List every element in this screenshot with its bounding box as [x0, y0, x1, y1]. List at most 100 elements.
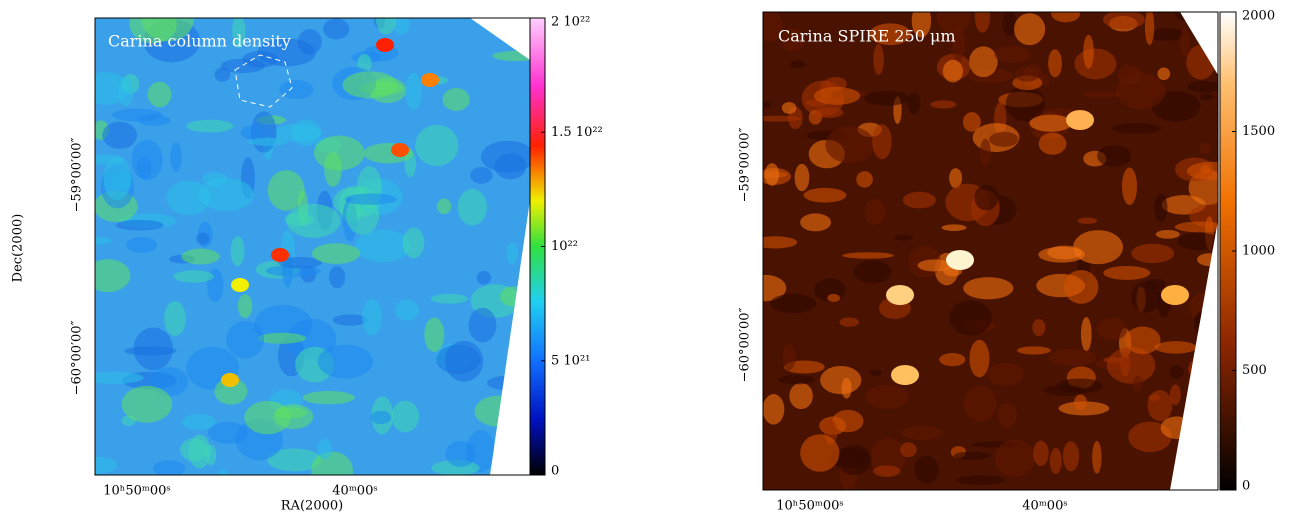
texture	[1097, 318, 1127, 340]
texture	[1131, 244, 1174, 263]
texture	[405, 73, 422, 110]
texture	[1161, 416, 1193, 439]
texture	[1125, 327, 1161, 355]
texture	[481, 141, 535, 173]
texture	[1120, 350, 1130, 376]
texture	[1051, 5, 1080, 23]
texture	[854, 260, 892, 283]
texture	[508, 462, 531, 472]
texture	[800, 434, 839, 472]
texture	[303, 391, 355, 404]
texture	[865, 385, 909, 409]
texture	[946, 250, 974, 270]
texture	[238, 294, 253, 318]
texture	[814, 87, 860, 105]
texture	[827, 294, 840, 302]
texture	[271, 248, 289, 262]
texture	[900, 442, 917, 457]
texture	[431, 294, 468, 304]
texture	[395, 300, 418, 321]
texture	[1074, 395, 1087, 411]
colorbar-tick-label: 10²²	[551, 239, 578, 254]
texture	[778, 375, 815, 384]
texture	[914, 456, 938, 484]
colorbar-tick-label: 0	[1242, 479, 1250, 494]
texture	[1064, 270, 1098, 304]
texture	[83, 154, 124, 164]
texture	[1039, 133, 1067, 155]
texture	[1189, 293, 1218, 322]
texture	[864, 199, 885, 225]
x-axis-label: RA(2000)	[281, 499, 343, 514]
texture	[969, 340, 989, 378]
texture	[1083, 35, 1094, 69]
y-axis-label: Dec(2000)	[11, 214, 26, 283]
texture	[181, 249, 219, 265]
texture	[376, 4, 396, 34]
texture	[964, 386, 997, 422]
texture	[85, 259, 130, 292]
texture	[241, 126, 263, 140]
texture	[856, 171, 873, 188]
texture	[122, 386, 172, 423]
texture	[1103, 10, 1145, 29]
page: {"chart_data": [ {"type": "image", "titl…	[0, 0, 1305, 523]
texture	[443, 88, 470, 111]
texture	[1175, 222, 1227, 233]
texture	[1148, 394, 1160, 401]
texture	[872, 124, 891, 159]
texture	[1015, 67, 1040, 81]
texture	[268, 170, 305, 211]
texture	[864, 91, 909, 106]
colorbar-tick-label: 2 10²²	[551, 15, 590, 30]
texture	[886, 285, 914, 305]
texture	[1047, 246, 1082, 260]
y-tick-label: −60°00′00″	[70, 320, 85, 395]
texture	[1186, 45, 1215, 80]
texture	[782, 344, 795, 370]
texture	[995, 440, 1035, 477]
texture	[1006, 86, 1045, 122]
texture	[474, 396, 521, 427]
texture	[221, 373, 239, 387]
texture	[1066, 110, 1094, 130]
texture	[495, 9, 521, 28]
colorbar-tick-label: 0	[551, 464, 559, 479]
texture	[939, 353, 965, 366]
texture	[1014, 13, 1045, 45]
texture	[469, 308, 497, 343]
texture	[362, 299, 382, 335]
texture	[980, 139, 991, 166]
texture	[170, 142, 181, 172]
texture	[500, 286, 527, 306]
colorbar-tick-label: 500	[1242, 363, 1267, 378]
texture	[116, 220, 164, 230]
texture	[825, 127, 874, 164]
x-tick-label: 40ᵐ00ˢ	[332, 484, 377, 499]
texture	[1170, 384, 1181, 405]
x-tick-label: 10ʰ50ᵐ00ˢ	[776, 499, 844, 514]
texture	[800, 213, 831, 231]
texture	[445, 441, 475, 467]
texture	[112, 109, 162, 122]
texture	[173, 270, 214, 282]
texture	[763, 394, 785, 425]
texture	[765, 163, 779, 186]
texture	[1032, 319, 1045, 336]
texture	[317, 439, 331, 460]
texture	[803, 188, 846, 203]
texture	[403, 228, 424, 259]
texture	[1177, 233, 1220, 251]
texture	[1029, 115, 1072, 132]
texture	[891, 365, 919, 385]
texture	[1200, 404, 1208, 437]
texture	[477, 271, 491, 285]
texture	[963, 277, 1013, 299]
texture	[285, 213, 314, 226]
texture	[873, 44, 884, 75]
texture	[949, 300, 991, 335]
texture	[148, 82, 172, 108]
texture	[1074, 48, 1116, 79]
texture	[1103, 266, 1150, 280]
colorbar-tick-label: 1000	[1242, 244, 1275, 259]
